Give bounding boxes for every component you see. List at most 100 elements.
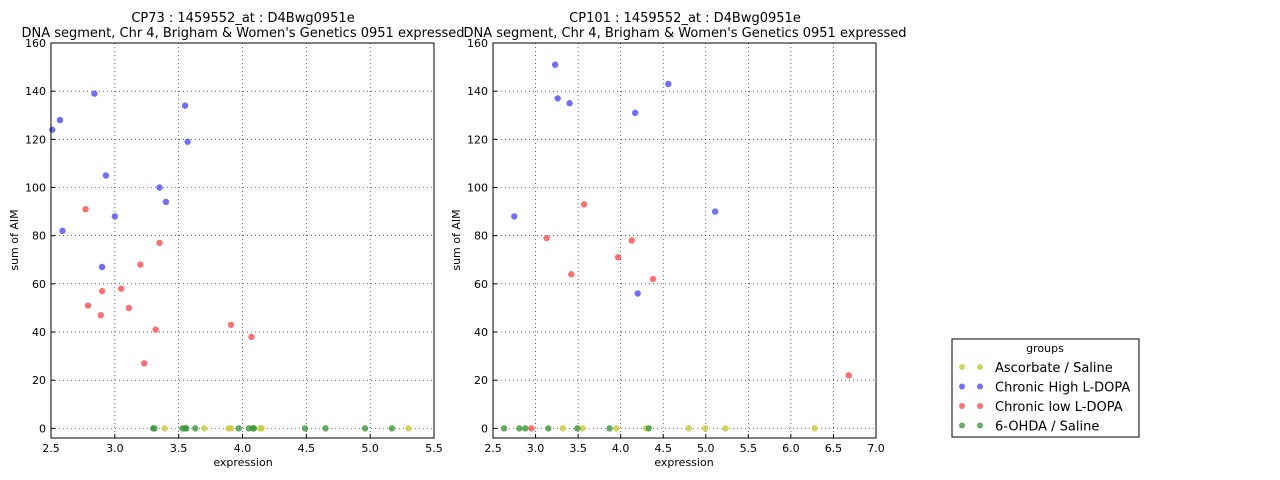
- right-y-tick-label: 60: [474, 278, 488, 291]
- right-point-chronic-low-l-dopa: [628, 237, 635, 244]
- left-chart-subtitle: DNA segment, Chr 4, Brigham & Women's Ge…: [21, 26, 464, 41]
- right-chart: CP101 : 1459552_at : D4Bwg0951e DNA segm…: [450, 11, 907, 469]
- right-point-chronic-low-l-dopa: [614, 254, 622, 261]
- left-point-6-ohda-saline: [388, 425, 396, 432]
- right-point-6-ohda-saline: [522, 425, 529, 432]
- right-point-chronic-low-l-dopa: [543, 234, 550, 242]
- right-point-6-ohda-saline: [516, 425, 523, 432]
- right-x-tick-label: 3.0: [527, 442, 545, 455]
- right-point-chronic-high-l-dopa: [634, 290, 641, 297]
- right-point-6-ohda-saline: [545, 425, 552, 432]
- right-point-chronic-high-l-dopa: [566, 100, 573, 107]
- right-point-chronic-high-l-dopa: [511, 213, 518, 220]
- right-point-chronic-low-l-dopa: [649, 275, 657, 283]
- legend-entries: Ascorbate / Saline Chronic High L-DOPA Chr…: [959, 361, 1130, 435]
- right-point-chronic-low-l-dopa: [580, 201, 588, 208]
- left-point-ascorbate-saline: [258, 425, 265, 432]
- left-point-chronic-high-l-dopa: [111, 213, 119, 220]
- left-point-chronic-low-l-dopa: [97, 311, 104, 319]
- left-point-chronic-high-l-dopa: [91, 90, 98, 97]
- right-point-ascorbate-saline: [701, 425, 709, 432]
- left-y-tick-label: 40: [32, 326, 46, 339]
- right-point-ascorbate-saline: [811, 425, 818, 432]
- left-point-chronic-low-l-dopa: [152, 326, 159, 333]
- legend-title: groups: [1026, 342, 1064, 355]
- right-y-tick-label: 120: [467, 133, 488, 146]
- left-point-chronic-low-l-dopa: [156, 239, 163, 247]
- right-x-tick-label: 6.0: [782, 442, 800, 455]
- right-point-chronic-high-l-dopa: [711, 208, 719, 215]
- left-point-chronic-low-l-dopa: [82, 205, 89, 213]
- right-y-tick-label: 20: [474, 374, 488, 387]
- left-point-ascorbate-saline: [405, 425, 412, 432]
- left-point-chronic-high-l-dopa: [156, 184, 163, 191]
- left-point-chronic-low-l-dopa: [227, 321, 235, 328]
- left-y-tick-label: 0: [39, 422, 46, 435]
- left-x-tick-label: 5.5: [425, 442, 443, 455]
- left-point-chronic-low-l-dopa: [137, 261, 144, 268]
- right-point-chronic-low-l-dopa: [845, 372, 852, 379]
- left-point-6-ohda-saline: [151, 425, 158, 432]
- right-y-tick-label: 40: [474, 326, 488, 339]
- right-point-6-ohda-saline: [645, 425, 652, 432]
- left-point-6-ohda-saline: [301, 425, 309, 432]
- right-chart-subtitle: DNA segment, Chr 4, Brigham & Women's Ge…: [463, 26, 906, 41]
- right-y-tick-label: 140: [467, 85, 488, 98]
- legend-marker-6-ohda-saline: [959, 422, 965, 429]
- right-x-axis-label: expression: [654, 456, 713, 469]
- right-x-tick-label: 5.0: [697, 442, 715, 455]
- legend-label-chronic-high-l-dopa: Chronic High L-DOPA: [995, 381, 1130, 396]
- right-point-chronic-high-l-dopa: [551, 61, 559, 68]
- right-x-tick-labels: 2.5 3.0 3.5 4.0 4.5 5.0 5.5 6.0 6.5 7.0: [484, 442, 885, 455]
- right-y-tick-label: 80: [474, 230, 488, 243]
- legend-label-ascorbate-saline: Ascorbate / Saline: [995, 361, 1113, 376]
- legend-marker-6-ohda-saline: [977, 422, 983, 429]
- right-x-tick-label: 7.0: [867, 442, 885, 455]
- left-x-tick-label: 5.0: [361, 442, 379, 455]
- left-y-tick-label: 80: [32, 230, 46, 243]
- left-data-points: [49, 90, 412, 432]
- right-point-chronic-high-l-dopa: [665, 80, 672, 88]
- right-x-tick-label: 6.5: [825, 442, 843, 455]
- left-plot-frame: [50, 42, 435, 439]
- left-point-ascorbate-saline: [161, 425, 168, 432]
- left-x-tick-label: 4.0: [234, 442, 252, 455]
- left-point-6-ohda-saline: [183, 425, 190, 432]
- left-point-chronic-high-l-dopa: [162, 198, 170, 206]
- legend-marker-ascorbate-saline: [977, 364, 983, 370]
- right-point-6-ohda-saline: [574, 425, 581, 432]
- legend-marker-chronic-low-l-dopa: [977, 403, 983, 409]
- right-point-chronic-high-l-dopa: [554, 95, 561, 102]
- left-x-tick-label: 4.5: [298, 442, 316, 455]
- right-chart-title: CP101 : 1459552_at : D4Bwg0951e: [569, 11, 801, 26]
- left-point-chronic-high-l-dopa: [49, 126, 56, 133]
- left-point-chronic-high-l-dopa: [184, 138, 191, 145]
- legend-label-chronic-low-l-dopa: Chronic low L-DOPA: [995, 400, 1123, 415]
- left-chart: CP73 : 1459552_at : D4Bwg0951e DNA segme…: [8, 11, 465, 469]
- left-y-tick-labels: 0 20 40 60 80 100 120 140 160: [25, 37, 46, 435]
- left-point-chronic-low-l-dopa: [248, 333, 255, 341]
- right-point-ascorbate-saline: [579, 425, 586, 432]
- right-y-axis-label: sum of AIM: [450, 209, 463, 270]
- right-point-ascorbate-saline: [559, 425, 566, 432]
- left-point-chronic-high-l-dopa: [59, 227, 66, 235]
- right-point-chronic-high-l-dopa: [631, 109, 639, 117]
- left-point-chronic-high-l-dopa: [56, 116, 64, 124]
- left-grid: [50, 42, 435, 438]
- right-data-points: [500, 61, 852, 432]
- left-x-axis-label: expression: [213, 456, 272, 469]
- left-point-6-ohda-saline: [235, 425, 242, 432]
- legend-marker-chronic-high-l-dopa: [959, 383, 965, 390]
- right-grid: [492, 42, 877, 438]
- right-point-6-ohda-saline: [500, 425, 508, 432]
- right-y-tick-labels: 0 20 40 60 80 100 120 140 160: [467, 37, 488, 435]
- left-point-chronic-low-l-dopa: [84, 302, 92, 309]
- legend-marker-ascorbate-saline: [959, 364, 965, 370]
- left-x-tick-label: 3.0: [106, 442, 124, 455]
- right-x-tick-label: 4.0: [612, 442, 630, 455]
- left-chart-title: CP73 : 1459552_at : D4Bwg0951e: [131, 11, 354, 26]
- legend-marker-chronic-high-l-dopa: [977, 383, 983, 390]
- right-point-chronic-low-l-dopa: [568, 271, 575, 278]
- left-x-tick-label: 3.5: [170, 442, 188, 455]
